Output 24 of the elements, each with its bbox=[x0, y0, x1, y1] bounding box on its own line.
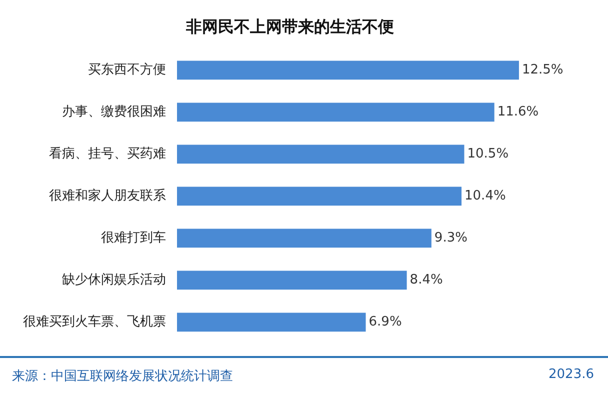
y-tick-label: 办事、缴费很困难 bbox=[62, 104, 166, 120]
data-label: 12.5% bbox=[522, 62, 564, 78]
data-label: 10.5% bbox=[467, 146, 509, 162]
source-note: 来源：中国互联网络发展状况统计调查 bbox=[12, 368, 233, 385]
y-tick-label: 很难买到火车票、飞机票 bbox=[23, 314, 166, 330]
data-label: 11.6% bbox=[497, 104, 539, 120]
y-tick-label: 很难打到车 bbox=[101, 230, 166, 246]
chart-title: 非网民不上网带来的生活不便 bbox=[185, 16, 394, 36]
bar bbox=[177, 60, 519, 80]
text: 2023.6 bbox=[548, 367, 594, 382]
data-label: 8.4% bbox=[410, 272, 443, 288]
y-tick-label: 看病、挂号、买药难 bbox=[49, 146, 166, 162]
bar bbox=[177, 186, 462, 206]
bar bbox=[177, 270, 407, 290]
data-label: 9.3% bbox=[434, 230, 468, 246]
data-label: 6.9% bbox=[368, 314, 402, 330]
y-tick-label: 缺少休闲娱乐活动 bbox=[62, 272, 166, 288]
y-tick-label: 买东西不方便 bbox=[88, 62, 166, 78]
bar bbox=[177, 144, 464, 164]
data-label: 10.4% bbox=[464, 188, 506, 204]
bar bbox=[177, 102, 494, 122]
bar bbox=[177, 228, 432, 248]
bar bbox=[177, 312, 366, 332]
y-tick-label: 很难和家人朋友联系 bbox=[49, 188, 166, 204]
